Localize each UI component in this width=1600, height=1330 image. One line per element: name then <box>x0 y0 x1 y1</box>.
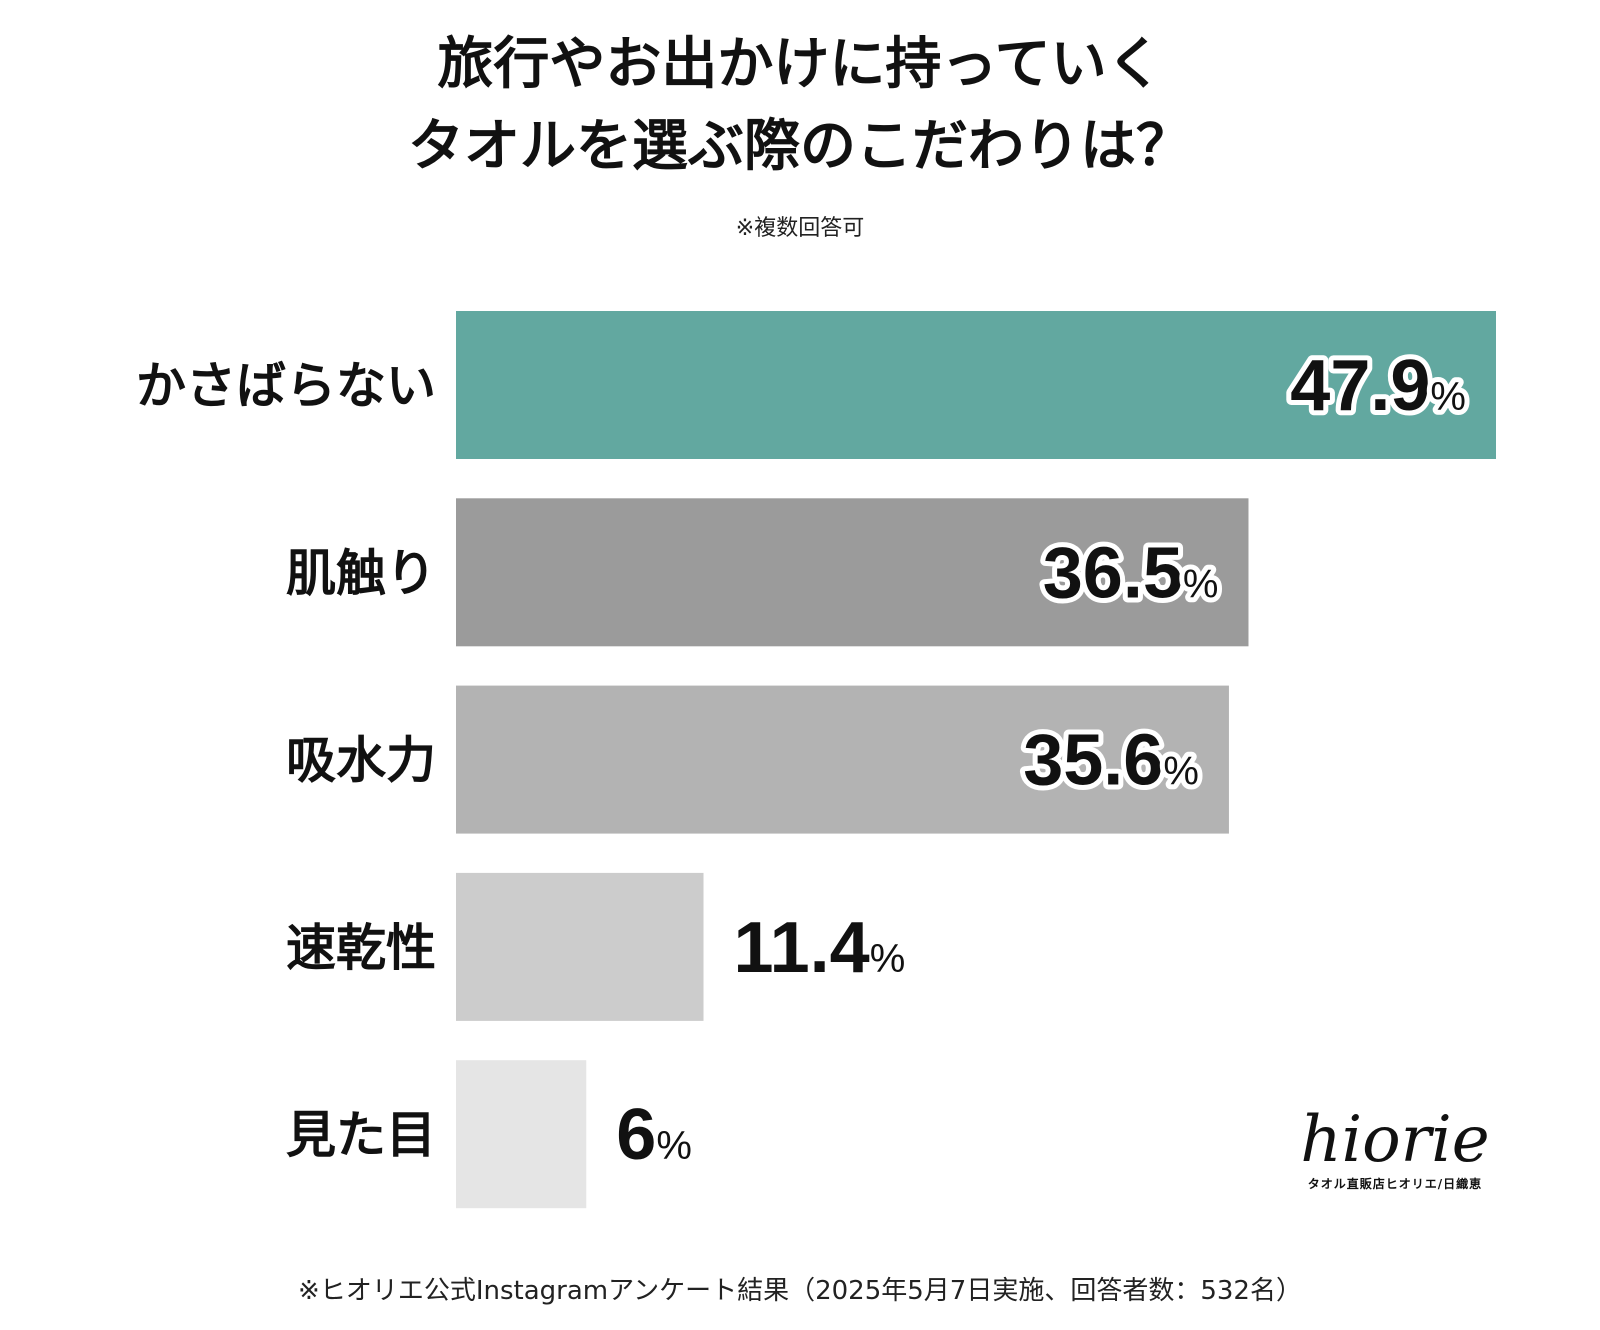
category-label: 速乾性 <box>286 919 436 977</box>
value-label: 11.4% <box>734 908 906 988</box>
bar <box>456 1060 587 1209</box>
footnote: ※ヒオリエ公式Instagramアンケート結果（2025年5月7日実施、回答者数… <box>298 1276 1302 1306</box>
bar <box>456 685 1229 834</box>
title-line-2: タオルを選ぶ際のこだわりは？ <box>408 114 1192 179</box>
value-label: 6% <box>616 1095 692 1175</box>
logo-wordmark: hiorie <box>1300 1103 1490 1177</box>
title-line-1: 旅行やお出かけに持っていく <box>437 32 1163 97</box>
value-label: 47.9% <box>1290 346 1466 426</box>
category-label: 肌触り <box>286 544 436 602</box>
bar <box>456 498 1249 647</box>
chart-title: 旅行やお出かけに持っていく タオルを選ぶ際のこだわりは？ <box>0 24 1600 188</box>
bar <box>456 311 1496 459</box>
logo: hiorie タオル直販店ヒオリエ/日織恵 <box>1295 1105 1495 1192</box>
bar <box>456 872 704 1021</box>
category-label: かさばらない <box>136 357 436 415</box>
category-label: 見た目 <box>286 1106 436 1164</box>
value-label: 35.6% <box>1023 721 1199 801</box>
category-label: 吸水力 <box>286 732 436 790</box>
logo-tagline: タオル直販店ヒオリエ/日織恵 <box>1307 1177 1483 1191</box>
subtitle: ※複数回答可 <box>735 216 865 241</box>
value-label: 36.5% <box>1043 533 1219 613</box>
